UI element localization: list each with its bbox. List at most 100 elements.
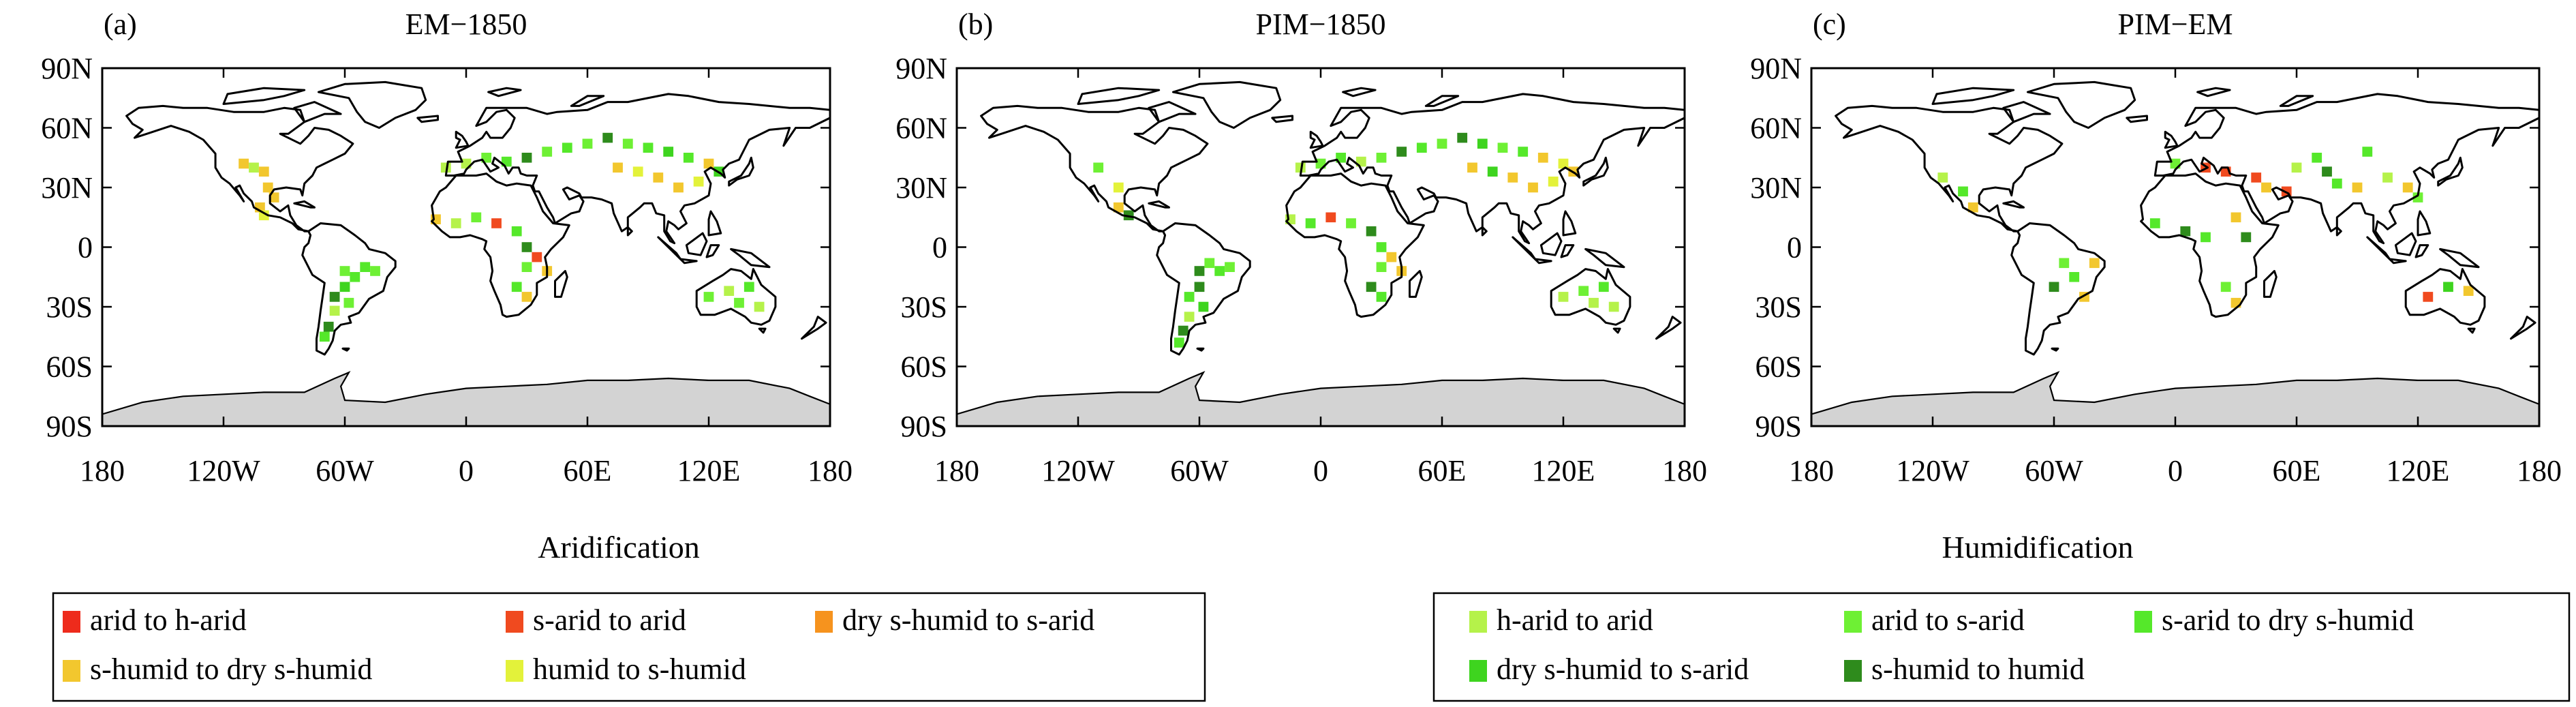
x-tick-label: 120W — [1896, 454, 1969, 487]
x-tick-label: 180 — [934, 454, 979, 487]
iceland-coastline — [1271, 115, 1293, 123]
y-tick-label: 90N — [895, 52, 947, 85]
grid-cell — [643, 142, 654, 153]
philippines-coastline — [1562, 210, 1577, 237]
x-tick-label: 0 — [459, 454, 474, 487]
australia-coastline — [2404, 268, 2486, 326]
grid-cell — [1325, 212, 1336, 223]
grid-cell — [1467, 162, 1477, 173]
x-tick-label: 60E — [2273, 454, 2321, 487]
japan-coastline — [1582, 156, 1609, 187]
grid-cell — [1967, 202, 1978, 213]
legend-humidification-title: Humidification — [1942, 530, 2133, 565]
grid-cell — [2352, 182, 2363, 193]
new-guinea-coastline — [1584, 247, 1625, 269]
grid-cell — [622, 138, 633, 149]
grid-cell — [1528, 182, 1538, 193]
grid-cell — [2423, 292, 2434, 302]
x-tick-label: 60W — [316, 454, 374, 487]
grid-cell — [511, 282, 522, 292]
grid-cell — [683, 153, 694, 163]
grid-cell — [1184, 312, 1195, 322]
java-coastline — [679, 258, 698, 265]
grid-cell — [703, 158, 714, 169]
legend-aridification-box — [52, 592, 1206, 702]
grid-cell — [1214, 266, 1225, 276]
grid-cell — [1093, 162, 1104, 173]
x-tick-label: 0 — [2168, 454, 2183, 487]
grid-cell — [1376, 292, 1387, 302]
grid-cell — [450, 218, 461, 228]
arctic-islands-coastline — [1931, 87, 2015, 105]
africa-coastline — [2140, 172, 2280, 318]
legend-swatch — [506, 611, 523, 633]
eurasia-coastline — [1299, 93, 1685, 245]
japan-coastline — [2437, 156, 2464, 187]
grid-cell — [724, 286, 735, 296]
grid-cell — [2089, 258, 2100, 269]
grid-cell — [1457, 132, 1468, 143]
grid-cell — [1386, 252, 1397, 262]
grid-cell — [323, 321, 334, 332]
grid-cell — [653, 172, 664, 183]
greenland-coastline — [1171, 80, 1282, 129]
iceland-coastline — [2126, 115, 2148, 123]
baffin-coastline — [1148, 101, 1197, 123]
grid-cell — [1376, 242, 1387, 252]
grid-cell — [582, 138, 593, 149]
grid-cell — [350, 272, 361, 282]
grid-cell — [1376, 262, 1387, 272]
sulawesi-coastline — [705, 244, 720, 258]
grid-cell — [521, 242, 532, 252]
grid-cell — [1174, 337, 1184, 348]
y-tick-label: 90S — [46, 410, 93, 443]
australia-coastline — [695, 268, 777, 326]
legend-label: arid to h-arid — [90, 603, 247, 637]
grid-cell — [1178, 325, 1189, 336]
grid-cell — [329, 292, 340, 302]
y-tick-label: 60S — [1755, 350, 1802, 384]
grid-cell — [1598, 282, 1609, 292]
y-tick-label: 30S — [46, 290, 93, 324]
madagascar-coastline — [2263, 270, 2278, 298]
grid-cell — [542, 147, 553, 157]
grid-cell — [1507, 172, 1518, 183]
grid-cell — [2149, 218, 2160, 228]
africa-coastline — [431, 172, 570, 318]
grid-cell — [1958, 186, 1968, 197]
legend-label: s-arid to arid — [533, 603, 686, 637]
falklands-coastline — [341, 347, 350, 352]
philippines-coastline — [707, 210, 722, 237]
panel-a: (a) EM−1850 90N 60N 30N 0 30S 60S 90S 180 120W 60… — [41, 7, 853, 487]
java-coastline — [2389, 258, 2407, 265]
grid-cell — [1346, 218, 1356, 228]
cuba-coastline — [1148, 200, 1170, 209]
uk-coastline — [1309, 130, 1324, 149]
new-zealand-coastline — [1655, 316, 1682, 340]
y-tick-label: 90S — [901, 410, 947, 443]
grid-cell — [2180, 226, 2191, 237]
map-frame — [955, 67, 1686, 427]
java-coastline — [1534, 258, 1552, 265]
north-america-coastline — [125, 104, 354, 232]
north-america-coastline — [980, 104, 1209, 232]
y-tick-label: 60N — [895, 112, 947, 145]
y-tick-label: 60N — [41, 112, 93, 145]
x-tick-label: 120E — [2387, 454, 2450, 487]
borneo-coastline — [1539, 232, 1563, 256]
grid-cell — [1113, 202, 1124, 213]
grid-cell — [2312, 153, 2322, 163]
grid-cell — [339, 282, 350, 292]
grid-cell — [2443, 282, 2453, 292]
panel-b: (b) PIM−1850 90N 60N 30N 0 30S 60S 90S 180 120W 6… — [895, 7, 1707, 487]
panel-b-tag: (b) — [958, 7, 993, 41]
legend-swatch — [1469, 611, 1487, 633]
legend-swatch — [2134, 611, 2152, 633]
grid-cell — [2331, 178, 2342, 189]
africa-coastline — [1285, 172, 1425, 318]
antarctica-landmass — [102, 371, 830, 426]
x-tick-label: 60W — [1170, 454, 1229, 487]
legend-aridification: arid to h-arid s-arid to arid dry s-humid … — [63, 603, 1094, 686]
grid-cell — [673, 182, 684, 193]
legend-swatch — [1469, 660, 1487, 682]
